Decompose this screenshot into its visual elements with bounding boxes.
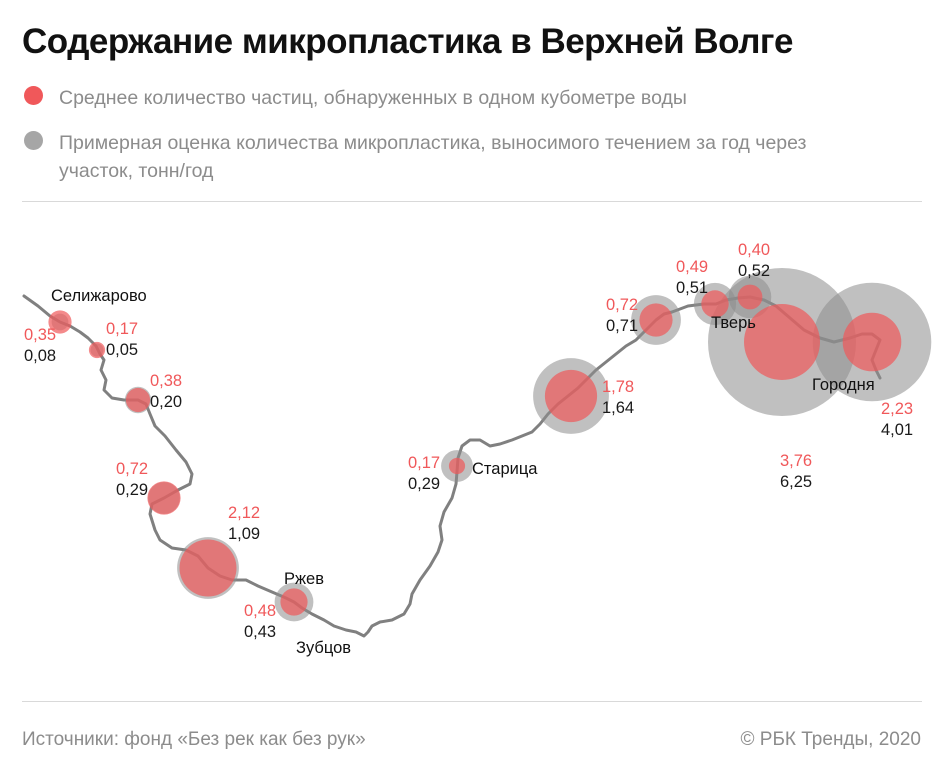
tonnage-label: 0,71 xyxy=(606,317,638,335)
city-label: Старица xyxy=(472,460,538,478)
particles-bubble xyxy=(744,304,820,380)
particles-bubble xyxy=(88,341,106,359)
particles-bubble xyxy=(737,284,763,310)
particles-label: 0,48 xyxy=(244,602,276,620)
tonnage-label: 0,08 xyxy=(24,347,56,365)
tonnage-label: 1,09 xyxy=(228,525,260,543)
particles-label: 3,76 xyxy=(780,452,812,470)
city-label: Городня xyxy=(812,376,875,394)
legend: Среднее количество частиц, обнаруженных … xyxy=(24,84,904,202)
particles-label: 0,40 xyxy=(738,241,770,259)
particles-bubble xyxy=(701,290,729,318)
tonnage-label: 0,52 xyxy=(738,262,770,280)
source-note: Источники: фонд «Без рек как без рук» xyxy=(22,729,366,750)
particles-label: 0,17 xyxy=(408,454,440,472)
tonnage-label: 6,25 xyxy=(780,473,812,491)
legend-label-tonnage: Примерная оценка количества микропластик… xyxy=(59,132,807,182)
particles-bubble xyxy=(842,312,902,372)
tonnage-label: 0,05 xyxy=(106,341,138,359)
tonnage-label: 0,29 xyxy=(408,475,440,493)
tonnage-label: 0,20 xyxy=(150,393,182,411)
particles-bubble xyxy=(544,369,598,423)
city-label: Селижарово xyxy=(51,287,147,305)
copyright-note: © РБК Тренды, 2020 xyxy=(740,729,922,750)
particles-bubble xyxy=(280,588,308,616)
particles-label: 0,17 xyxy=(106,320,138,338)
particles-label: 0,38 xyxy=(150,372,182,390)
particles-label: 0,35 xyxy=(24,326,56,344)
legend-red-dot-icon xyxy=(24,86,43,105)
tonnage-label: 0,29 xyxy=(116,481,148,499)
particles-bubble xyxy=(448,457,466,475)
particles-bubble xyxy=(639,303,673,337)
particles-bubble xyxy=(179,539,237,597)
top-divider xyxy=(22,201,922,202)
chart-title: Содержание микропластика в Верхней Волге xyxy=(22,22,793,61)
tonnage-label: 4,01 xyxy=(881,421,913,439)
tonnage-label: 0,43 xyxy=(244,623,276,641)
legend-label-particles: Среднее количество частиц, обнаруженных … xyxy=(59,87,687,109)
city-label: Зубцов xyxy=(296,639,351,657)
particles-label: 0,49 xyxy=(676,258,708,276)
particles-label: 1,78 xyxy=(602,378,634,396)
tonnage-label: 1,64 xyxy=(602,399,634,417)
city-label: Ржев xyxy=(284,570,324,588)
legend-item-particles: Среднее количество частиц, обнаруженных … xyxy=(24,84,904,112)
particles-label: 0,72 xyxy=(606,296,638,314)
tonnage-label: 0,51 xyxy=(676,279,708,297)
city-label: Тверь xyxy=(711,314,756,332)
particles-bubble xyxy=(147,481,181,515)
particles-label: 2,12 xyxy=(228,504,260,522)
bottom-divider xyxy=(22,701,922,702)
particles-label: 0,72 xyxy=(116,460,148,478)
legend-gray-dot-icon xyxy=(24,131,43,150)
legend-item-tonnage: Примерная оценка количества микропластик… xyxy=(24,129,904,185)
particles-label: 2,23 xyxy=(881,400,913,418)
particles-bubble xyxy=(48,310,72,334)
particles-bubble xyxy=(125,387,151,413)
